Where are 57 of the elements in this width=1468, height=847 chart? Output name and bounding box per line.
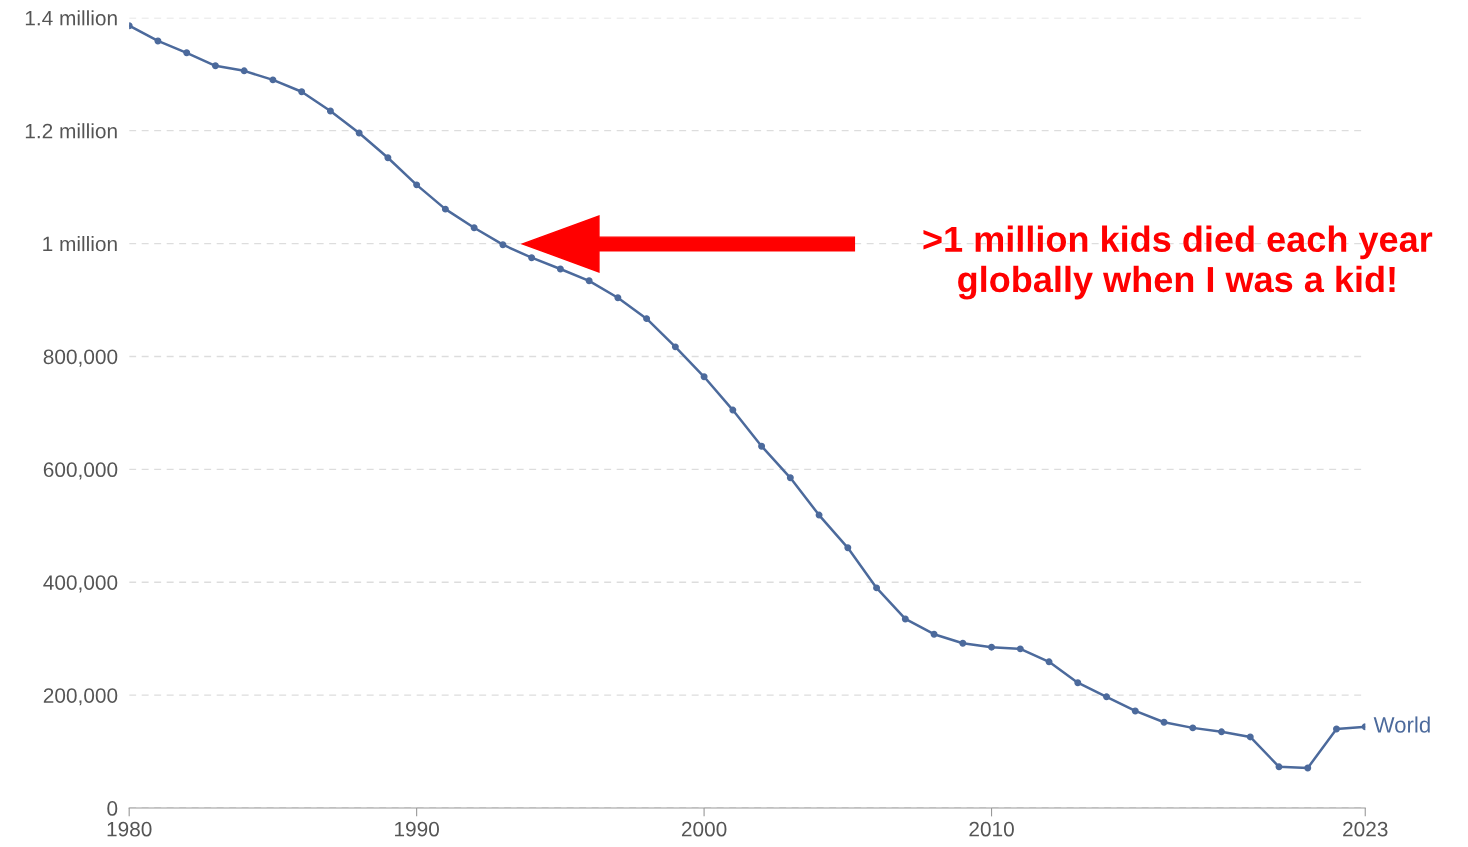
point	[355, 129, 363, 137]
point	[326, 107, 334, 115]
point	[1103, 693, 1111, 701]
point	[1160, 718, 1168, 726]
point	[1246, 733, 1254, 741]
point	[901, 615, 909, 623]
point	[988, 643, 996, 651]
x-tick-label: 1990	[395, 821, 439, 837]
point	[786, 474, 794, 482]
point	[844, 544, 852, 552]
point	[384, 154, 392, 162]
point	[499, 241, 507, 249]
point	[1275, 763, 1283, 771]
point	[585, 277, 593, 285]
point	[269, 76, 277, 84]
x-tick-label: 2010	[969, 821, 1014, 837]
annotation: >1 million kids died each year globally when I was a kid!	[923, 225, 1433, 300]
point	[298, 88, 306, 96]
point	[815, 511, 823, 519]
point	[183, 49, 191, 57]
point	[154, 37, 162, 45]
point	[556, 265, 564, 273]
point	[1218, 728, 1225, 736]
point	[873, 584, 881, 592]
x-tick-label: 2023	[1343, 821, 1388, 837]
point	[240, 67, 248, 75]
x-tick-label: 1980	[107, 821, 152, 837]
point	[1074, 679, 1082, 687]
point	[729, 406, 737, 414]
y-tick-label: 200,000	[43, 688, 118, 706]
point	[643, 315, 651, 323]
point	[1333, 725, 1340, 733]
point	[470, 224, 478, 232]
point	[758, 442, 766, 450]
point	[441, 205, 449, 213]
point	[614, 294, 622, 302]
point	[1131, 707, 1139, 715]
point	[211, 62, 219, 70]
point	[413, 181, 421, 189]
y-tick-label: 600,000	[43, 462, 118, 480]
point	[1016, 645, 1024, 653]
y-tick-label: 0	[107, 801, 118, 816]
point	[1189, 724, 1197, 732]
y-tick-label: 1.4 million	[25, 10, 117, 26]
y-tick-label: 1 million	[43, 236, 117, 252]
series-label: World	[1373, 716, 1430, 733]
y-tick-label: 400,000	[43, 575, 118, 593]
x-tick-label: 2000	[681, 821, 727, 837]
point	[700, 373, 708, 381]
point	[1304, 764, 1312, 772]
y-tick-label: 1.2 million	[25, 123, 117, 139]
point	[959, 639, 967, 647]
y-tick-label: 800,000	[43, 349, 118, 367]
point	[671, 343, 679, 351]
point	[1045, 658, 1053, 666]
point	[528, 254, 536, 262]
point	[930, 630, 938, 638]
